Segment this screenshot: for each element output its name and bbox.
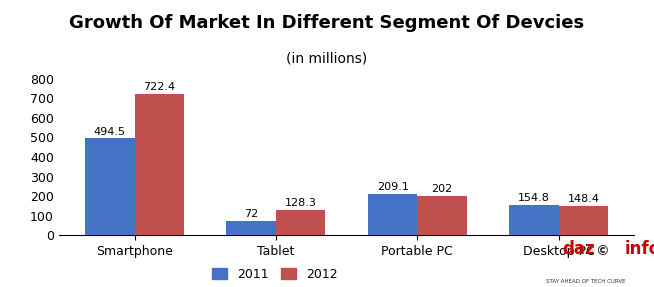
Bar [559,206,608,235]
Bar [417,196,467,235]
Text: 128.3: 128.3 [284,198,317,208]
Legend: 2011, 2012: 2011, 2012 [212,268,337,281]
Bar [135,94,184,235]
Text: 154.8: 154.8 [518,193,550,203]
Text: info: info [625,240,654,258]
Text: daz: daz [562,240,595,258]
Bar [509,205,559,235]
Text: 722.4: 722.4 [143,82,175,92]
Text: 148.4: 148.4 [568,194,600,204]
Bar [85,139,135,235]
Text: Growth Of Market In Different Segment Of Devcies: Growth Of Market In Different Segment Of… [69,14,585,32]
Text: 494.5: 494.5 [94,127,126,137]
Text: 202: 202 [432,184,453,194]
Bar [226,221,276,235]
Bar [368,194,417,235]
Text: STAY AHEAD OF TECH CURVE: STAY AHEAD OF TECH CURVE [545,279,625,284]
Text: (in millions): (in millions) [286,52,368,66]
Text: ©: © [595,244,609,258]
Text: 72: 72 [244,209,258,219]
Bar [276,210,326,235]
Text: 209.1: 209.1 [377,183,409,192]
